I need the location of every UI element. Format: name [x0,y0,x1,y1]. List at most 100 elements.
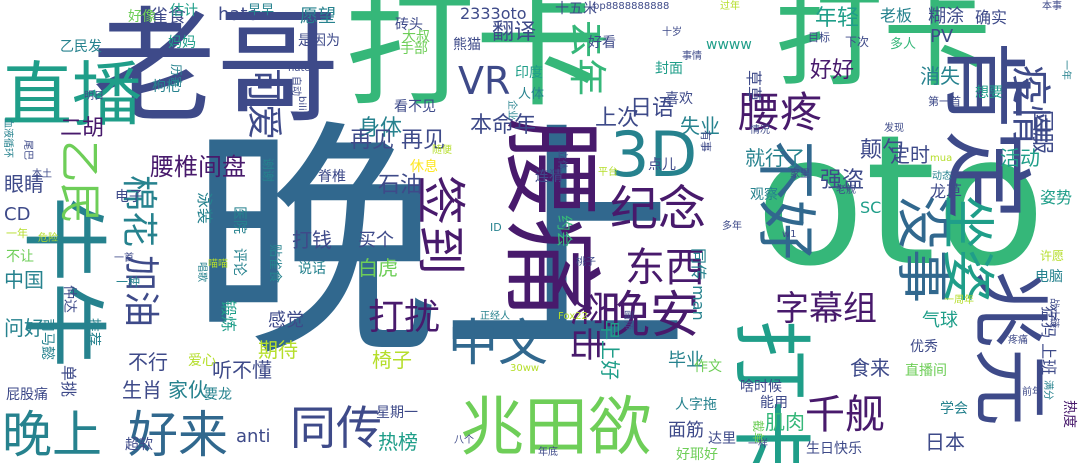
word: 失业 [680,114,720,138]
word: bili [296,96,307,111]
word: 推荐 [85,318,101,346]
word: 本事 [1042,1,1062,12]
word: 腰疼 [738,88,823,137]
word: 十五米 [555,1,597,17]
word: 仲达 [61,285,77,313]
word: 有事 [699,130,712,152]
word: 电子 [115,189,143,205]
word: 十岁 [662,27,682,38]
word: 家伙 [168,378,208,402]
word: 点儿 [648,157,676,173]
word: 电脑 [1035,269,1063,285]
word: 日语 [630,96,675,121]
word: 枸杞 [152,79,180,95]
word: 单挑 [59,365,78,398]
word: 星期一 [376,405,418,421]
word: VR [458,59,511,103]
word: 打卡 [345,0,606,125]
word: 打扰 [368,297,441,338]
word: 砖头 [395,17,423,33]
word: 熊猫 [453,37,481,53]
word: 签到 [411,175,469,275]
word: 自动 [290,76,301,96]
word: 一首 [114,253,134,264]
word: 同传 man [689,248,708,321]
word: Fox22 [558,311,588,322]
word: 中文 [448,314,548,372]
word: 喜欢 [665,91,693,107]
word: 面筋 [668,420,704,441]
word: 期待 [258,338,298,362]
word: 雀食 [150,6,186,27]
word: 日本 [925,430,965,454]
word: 事情 [682,51,702,62]
word: 发现 [884,123,904,134]
word: 估计 [170,3,198,19]
word: 泳装 [195,192,214,225]
word: 食来 [850,356,890,380]
word: 强盗 [820,168,865,193]
word: 尾巴 [22,140,33,160]
word: 多年 [722,221,742,232]
word: 不行 [128,350,168,374]
word: 危险 [38,233,58,244]
word: 早早 [248,3,275,18]
word: 生日快乐 [806,441,862,457]
word: 印度 [515,65,543,81]
word: 作文 [694,359,722,375]
word: 家里 [790,169,810,180]
word: 一年 [6,227,28,240]
word: 年轻 [815,6,860,31]
word: 本命年 [470,113,537,138]
word: 加油 [120,255,161,328]
word: 2333oto [460,4,527,23]
word: 动态 [932,171,952,182]
word: 观察 [750,187,778,203]
word: 手部 [400,41,428,57]
word: 疼痛 [1008,335,1028,346]
word: 年底 [538,447,558,458]
word: ID [490,221,502,234]
word: 白虎 [358,256,398,280]
word: 坐姿 [936,195,999,303]
word: 东西 [625,245,705,291]
word: 谢谢 [261,158,275,183]
word: 肌肉 [765,410,805,434]
word: 晚上 [190,99,690,390]
word: 老哥 [92,0,341,140]
word: 啥时候 [740,379,782,395]
word: 人体 [518,87,545,102]
word: 棉花 [118,175,159,248]
word: 休息 [410,159,438,175]
word: 立体 [556,150,567,170]
word: 好来 [128,406,228,463]
word: 二胡 [60,116,105,141]
word: 翻译 [492,20,537,45]
word: 晚上 [2,406,102,463]
word: 八个 [454,435,474,446]
word: 打钱 [292,228,332,252]
word: 腰痛 [492,118,609,318]
word: 身体 [358,116,403,141]
word: 满分 [1042,380,1053,400]
word: 血液循环 [2,118,13,158]
word: 情况 [750,125,770,136]
word: 热度 [1061,400,1077,428]
word: 早上好 [598,320,622,380]
word: hato [218,4,259,25]
word: 老舰 [836,185,856,196]
word: 毕业 [668,350,704,371]
word: 明日 [84,91,104,102]
word: wwww [706,37,752,53]
word: 评论 [231,248,247,276]
word: 好像 [128,9,156,25]
word: 乙民发 [60,39,102,55]
word: 脊椎 [318,169,346,185]
word: 消失 [920,64,960,88]
word: 生肖 [122,378,162,402]
word: 椅子 [372,348,412,372]
word: CD [4,204,31,225]
word: mua [930,153,953,164]
word: 唱歌 [196,262,207,282]
word: 战士链 [1048,298,1059,328]
